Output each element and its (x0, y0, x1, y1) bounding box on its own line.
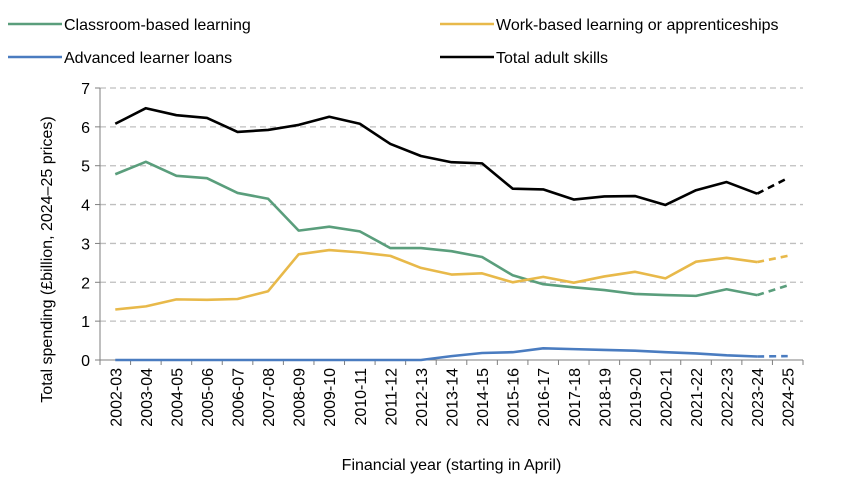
x-axis-title: Financial year (starting in April) (342, 457, 562, 474)
x-tick-label: 2004-05 (169, 368, 186, 427)
y-axis-title: Total spending (£billion, 2024–25 prices… (39, 116, 56, 402)
x-tick-label: 2011-12 (383, 368, 400, 426)
x-tick-label: 2006-07 (231, 368, 248, 427)
x-tick-label: 2005-06 (200, 368, 217, 427)
y-tick-label: 3 (81, 236, 90, 253)
legend-label: Classroom-based learning (64, 17, 251, 34)
x-tick-label: 2019-20 (628, 368, 645, 427)
axes (95, 87, 804, 365)
x-tick-label: 2010-11 (353, 368, 370, 426)
series-projection-0 (756, 284, 789, 297)
y-tick-label: 5 (81, 159, 90, 176)
y-tick-label: 7 (81, 81, 90, 98)
legend: Classroom-based learning Work-based learn… (8, 17, 779, 67)
series-line-0 (114, 160, 758, 298)
x-tick-label: 2017-18 (567, 368, 584, 427)
x-tick-label: 2013-14 (445, 368, 462, 427)
legend-label: Total adult skills (496, 50, 608, 67)
series-line-2 (115, 347, 758, 362)
y-tick-labels: 0 1 2 3 4 5 6 7 (81, 81, 90, 370)
x-tick-label: 2007-08 (261, 368, 278, 427)
x-tick-label: 2009-10 (322, 368, 339, 427)
x-tick-label: 2014-15 (475, 368, 492, 427)
y-tick-label: 4 (81, 198, 90, 215)
series-projection-1 (756, 254, 788, 264)
x-tick-label: 2024-25 (781, 368, 798, 427)
y-tick-label: 2 (81, 275, 90, 292)
series-line-1 (115, 248, 758, 311)
series-projection-3 (756, 176, 789, 195)
x-tick-label: 2003-04 (139, 368, 156, 427)
y-tick-label: 0 (81, 353, 90, 370)
x-tick-label: 2021-22 (689, 368, 706, 427)
legend-label: Work-based learning or apprenticeships (496, 17, 779, 34)
gridlines (100, 87, 803, 322)
x-tick-label: 2015-16 (506, 368, 523, 427)
legend-label: Advanced learner loans (64, 50, 232, 67)
x-tick-label: 2023-24 (750, 368, 767, 427)
y-tick-label: 6 (81, 120, 90, 137)
x-tick-label: 2020-21 (658, 368, 675, 427)
x-tick-label: 2002-03 (108, 368, 125, 427)
x-tick-label: 2008-09 (292, 368, 309, 427)
y-tick-label: 1 (81, 314, 90, 331)
x-tick-label: 2012-13 (414, 368, 431, 427)
series-line-3 (114, 106, 758, 207)
series-lines (114, 106, 789, 362)
x-tick-label: 2018-19 (597, 368, 614, 427)
x-tick-labels: 2002-03 2003-04 2004-05 2005-06 2006-07 2007-… (108, 368, 797, 427)
x-tick-label: 2016-17 (536, 368, 553, 427)
x-tick-label: 2022-23 (720, 368, 737, 427)
